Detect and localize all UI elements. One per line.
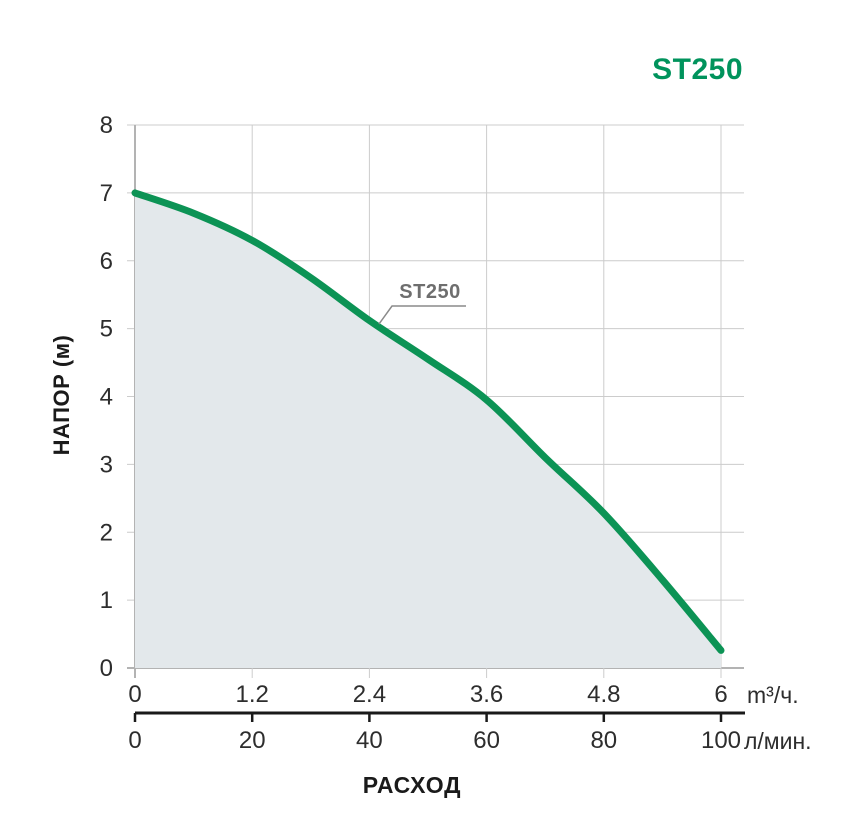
y-tick-label: 6 — [100, 248, 113, 275]
y-tick-label: 5 — [100, 316, 113, 343]
y-tick-label: 7 — [100, 180, 113, 207]
x-tick-label-lmin: 60 — [473, 727, 500, 754]
performance-curve — [131, 189, 725, 654]
x-tick-label-lmin: 80 — [590, 727, 617, 754]
y-tick-label: 2 — [100, 519, 113, 546]
x-scale-m3h: 0 1.2 2.4 3.6 4.8 6 — [128, 681, 727, 708]
page-title: ST250 — [652, 53, 743, 86]
curve-label: ST250 — [399, 281, 461, 303]
x-tick-label-m3h: 2.4 — [353, 681, 386, 708]
x-scale-lmin: 0 20 40 60 80 100 — [128, 711, 745, 754]
y-axis-title: НАПОР (м) — [49, 334, 74, 456]
curve-label-leader-line — [378, 305, 466, 325]
pump-curve — [131, 189, 725, 654]
x-tick-label-lmin: 100 — [701, 727, 741, 754]
y-tick-label: 1 — [100, 587, 113, 614]
y-tick-labels: 0 1 2 3 4 5 6 7 8 — [100, 112, 113, 682]
x-tick-label-m3h: 4.8 — [587, 681, 620, 708]
y-tick-label: 4 — [100, 384, 113, 411]
x-tick-label-lmin: 20 — [239, 727, 266, 754]
y-tick-label: 0 — [100, 655, 113, 682]
under-curve-fill — [135, 192, 721, 668]
x-axis-title: РАСХОД — [362, 772, 462, 798]
x-tick-label-lmin: 0 — [128, 727, 141, 754]
x-unit-lmin: л/мин. — [744, 728, 812, 754]
x-tick-label-lmin: 40 — [356, 727, 383, 754]
x-tick-label-m3h: 3.6 — [470, 681, 503, 708]
y-tick-label: 8 — [100, 112, 113, 139]
x-tick-label-m3h: 0 — [128, 681, 141, 708]
x-tick-label-m3h: 6 — [714, 681, 727, 708]
y-tick-label: 3 — [100, 451, 113, 478]
x-unit-m3h: m³/ч. — [747, 682, 799, 708]
x-tick-label-m3h: 1.2 — [236, 681, 269, 708]
area-fill — [135, 192, 721, 668]
